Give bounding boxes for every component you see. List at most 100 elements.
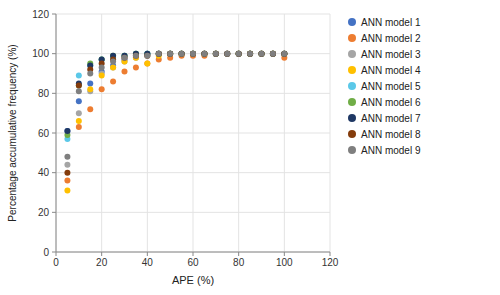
- legend-label: ANN model 2: [361, 33, 421, 44]
- x-tick-label: 0: [53, 257, 59, 268]
- point: [213, 51, 219, 57]
- y-tick-label: 60: [38, 128, 50, 139]
- point: [201, 51, 207, 57]
- y-grid-line: [56, 172, 330, 173]
- y-tick: [52, 133, 56, 134]
- point: [281, 51, 287, 57]
- point: [144, 53, 150, 59]
- point: [167, 51, 173, 57]
- y-tick-label: 0: [43, 247, 49, 258]
- legend-marker: [348, 130, 356, 138]
- point: [224, 51, 230, 57]
- point: [247, 51, 253, 57]
- x-tick: [101, 252, 102, 256]
- point: [201, 51, 207, 57]
- point: [213, 51, 219, 57]
- point: [144, 61, 150, 67]
- x-tick-label: 60: [187, 257, 199, 268]
- point: [213, 51, 219, 57]
- point: [167, 51, 173, 57]
- point: [133, 53, 139, 59]
- point: [236, 51, 242, 57]
- point: [144, 61, 150, 67]
- x-tick: [284, 252, 285, 256]
- point: [87, 86, 93, 92]
- point: [156, 51, 162, 57]
- point: [270, 51, 276, 57]
- point: [87, 71, 93, 77]
- point: [99, 86, 105, 92]
- point: [224, 51, 230, 57]
- point: [247, 51, 253, 57]
- point: [236, 51, 242, 57]
- point: [190, 51, 196, 57]
- legend-label: ANN model 7: [361, 113, 421, 124]
- x-tick-label: 20: [96, 257, 108, 268]
- series: [64, 51, 287, 134]
- series: [64, 51, 287, 184]
- point: [281, 51, 287, 57]
- series: [64, 51, 287, 194]
- point: [224, 51, 230, 57]
- y-tick: [52, 93, 56, 94]
- point: [259, 51, 265, 57]
- point: [64, 128, 70, 134]
- point: [201, 51, 207, 57]
- point: [224, 51, 230, 57]
- series: [64, 51, 287, 142]
- y-tick-label: 80: [38, 88, 50, 99]
- point: [190, 51, 196, 57]
- point: [167, 51, 173, 57]
- point: [224, 51, 230, 57]
- legend-marker: [348, 50, 356, 58]
- point: [213, 51, 219, 57]
- legend-label: ANN model 3: [361, 49, 421, 60]
- legend-marker: [348, 66, 356, 74]
- point: [190, 51, 196, 57]
- point: [201, 51, 207, 57]
- point: [167, 51, 173, 57]
- point: [64, 162, 70, 168]
- point: [236, 51, 242, 57]
- point: [76, 72, 82, 78]
- grid: [56, 14, 330, 252]
- point: [270, 51, 276, 57]
- point: [167, 51, 173, 57]
- point: [213, 51, 219, 57]
- point: [179, 51, 185, 57]
- point: [156, 51, 162, 57]
- legend-marker: [348, 146, 356, 154]
- point: [110, 78, 116, 84]
- point: [167, 51, 173, 57]
- point: [281, 51, 287, 57]
- point: [224, 51, 230, 57]
- point: [281, 51, 287, 57]
- legend-marker: [348, 82, 356, 90]
- point: [179, 51, 185, 57]
- legend-label: ANN model 5: [361, 81, 421, 92]
- series: [64, 51, 287, 134]
- point: [144, 53, 150, 59]
- y-grid-line: [56, 133, 330, 134]
- point: [76, 124, 82, 130]
- point: [247, 51, 253, 57]
- point: [179, 51, 185, 57]
- legend-marker: [348, 114, 356, 122]
- y-tick-label: 40: [38, 167, 50, 178]
- point: [122, 55, 128, 61]
- point: [236, 51, 242, 57]
- point: [247, 51, 253, 57]
- y-tick-label: 100: [32, 48, 49, 59]
- point: [133, 53, 139, 59]
- legend-marker: [348, 98, 356, 106]
- y-grid-line: [56, 93, 330, 94]
- point: [144, 53, 150, 59]
- x-tick: [238, 252, 239, 256]
- point: [259, 51, 265, 57]
- point: [270, 51, 276, 57]
- point: [122, 69, 128, 75]
- legend-marker: [348, 34, 356, 42]
- point: [122, 55, 128, 61]
- point: [259, 51, 265, 57]
- point: [64, 170, 70, 176]
